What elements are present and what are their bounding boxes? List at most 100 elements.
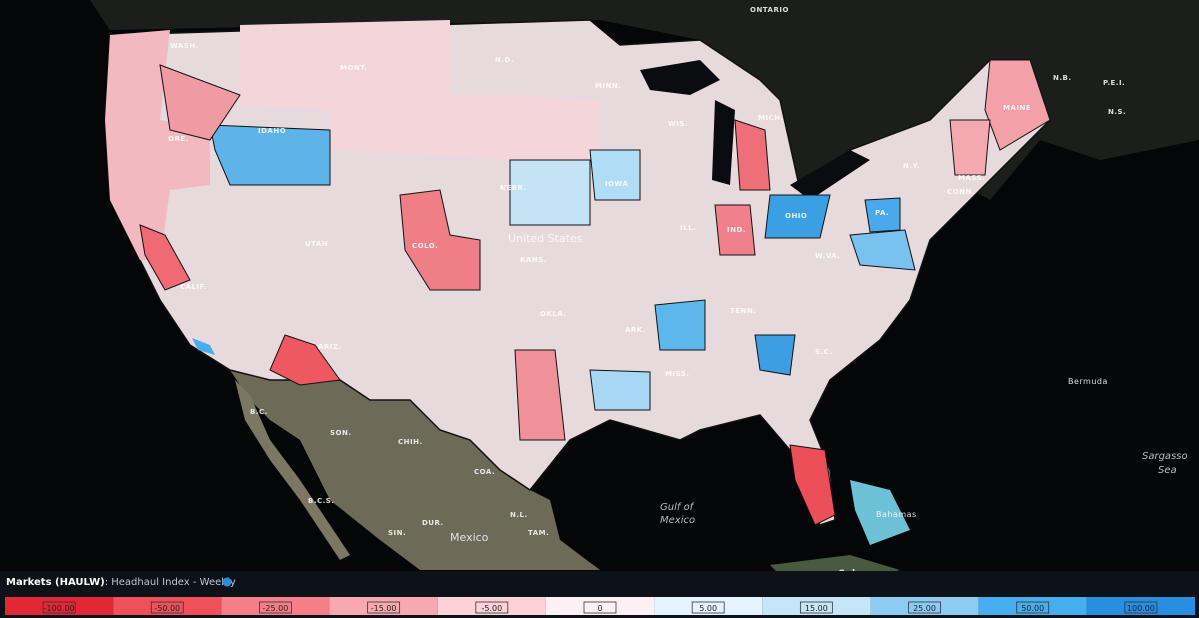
great-lakes-water xyxy=(640,60,720,95)
map-label: IDAHO xyxy=(258,127,286,135)
legend-label: 0 xyxy=(597,604,602,613)
region-red-maine xyxy=(984,59,1051,151)
mexico-land xyxy=(230,370,600,570)
legend-label-box xyxy=(259,601,292,614)
legend-label: -100.00 xyxy=(44,604,75,613)
map-label: ILL. xyxy=(680,224,696,232)
map-label: COA. xyxy=(474,468,495,476)
legend-bar: -100.00 -50.00 -25.00 -15.00 -5.00 0 5.00 15.00… xyxy=(5,597,1195,615)
map-label: COLO. xyxy=(412,242,438,250)
region-red-indiana xyxy=(714,204,756,256)
legend-swatch xyxy=(113,597,222,615)
west-coast-region xyxy=(105,30,210,260)
map-label: MISS. xyxy=(665,370,690,378)
region-blue-arkansas xyxy=(654,299,706,351)
legend-title-text: Markets (HAULW) xyxy=(6,577,105,588)
map-label: MONT. xyxy=(340,64,368,72)
legend-swatch xyxy=(221,597,330,615)
region-red-michigan xyxy=(734,119,771,191)
map-label: CALIF. xyxy=(180,283,207,291)
legend-swatch xyxy=(329,597,438,615)
map-label: CONN. xyxy=(947,188,975,196)
map-label: Gulf of xyxy=(660,502,695,513)
map-label: N.Y. xyxy=(903,162,920,170)
region-blue-va xyxy=(849,229,916,271)
map-label: B.C. xyxy=(250,408,268,416)
map-label: TAM. xyxy=(528,529,549,537)
map-label: NEBR. xyxy=(500,184,527,192)
map-label: UTAH xyxy=(305,240,328,248)
map-label: KANS. xyxy=(520,256,547,264)
legend-label: 15.00 xyxy=(805,604,828,613)
map-label: P.E.I. xyxy=(1103,79,1125,87)
region-red-california xyxy=(139,224,191,291)
legend-subtitle: : Headhaul Index - Weekly xyxy=(105,577,236,588)
map-label: Bermuda xyxy=(1068,377,1108,386)
legend-label: 25.00 xyxy=(913,604,936,613)
map-label: N.B. xyxy=(1053,74,1072,82)
legend-swatch xyxy=(978,597,1087,615)
legend-swatch xyxy=(762,597,871,615)
map-label: N.L. xyxy=(510,511,528,519)
legend-swatch xyxy=(1086,597,1195,615)
baja xyxy=(235,380,350,560)
map-label: MASS. xyxy=(958,174,985,182)
legend-swatch xyxy=(437,597,546,615)
bahamas xyxy=(850,480,910,545)
map-label: MICH. xyxy=(758,114,784,122)
legend-label-box xyxy=(42,601,76,614)
legend-label-box xyxy=(691,601,725,614)
map-label: CHIH. xyxy=(398,438,423,446)
legend-label: 50.00 xyxy=(1021,604,1044,613)
legend-label-box xyxy=(908,601,941,614)
region-blue-tennessee xyxy=(754,334,796,376)
region-blue-idaho xyxy=(209,124,331,186)
region-red-ny xyxy=(949,119,991,176)
legend-label-box xyxy=(475,601,509,614)
map-label: DUR. xyxy=(422,519,444,527)
plains-region xyxy=(240,20,600,160)
region-red-arizona xyxy=(269,334,341,386)
map-label: SON. xyxy=(330,429,352,437)
legend-label: -15.00 xyxy=(371,604,397,613)
map-label: Mexico xyxy=(660,515,695,526)
legend-title: Markets (HAULW): Headhaul Index - Weekly xyxy=(6,577,236,588)
lake-erie xyxy=(790,150,870,200)
legend-label-box xyxy=(1124,601,1158,614)
map-label: IND. xyxy=(727,226,746,234)
map-label: ARK. xyxy=(625,326,646,334)
map-label: WIS. xyxy=(668,120,688,128)
map-label: PA. xyxy=(875,209,889,217)
legend-swatch xyxy=(654,597,763,615)
region-red-florida xyxy=(789,444,836,526)
region-lightblue-nebraska xyxy=(509,159,591,226)
map-label: ARIZ. xyxy=(318,343,342,351)
map-label: ORE. xyxy=(168,135,189,143)
legend-swatch xyxy=(5,597,114,615)
region-red-oregon xyxy=(159,64,241,141)
legend-label-box xyxy=(799,601,833,614)
map-label: Mexico xyxy=(450,531,489,544)
legend-label: -50.00 xyxy=(154,604,180,613)
map-label: B.C.S. xyxy=(308,497,335,505)
region-blue-mississippi xyxy=(589,369,651,411)
legend-label: 100.00 xyxy=(1127,604,1155,613)
map-label: TENN. xyxy=(730,307,756,315)
map-label: IOWA xyxy=(605,180,628,188)
info-icon[interactable] xyxy=(222,577,232,587)
map-label: United States xyxy=(508,232,583,245)
map-label: W.VA. xyxy=(815,252,840,260)
legend-label-box xyxy=(150,601,184,614)
map-label: Bahamas xyxy=(876,510,917,519)
region-blue-iowa xyxy=(589,149,641,201)
legend-swatch xyxy=(545,597,655,615)
cuba xyxy=(770,555,900,575)
legend-label: 5.00 xyxy=(699,604,717,613)
map-label: N.D. xyxy=(495,56,514,64)
region-red-colorado xyxy=(399,189,481,291)
legend-swatch xyxy=(870,597,979,615)
map-label: Sea xyxy=(1158,465,1177,476)
map-label: Sargasso xyxy=(1142,451,1188,462)
map-label: SIN. xyxy=(388,529,406,537)
